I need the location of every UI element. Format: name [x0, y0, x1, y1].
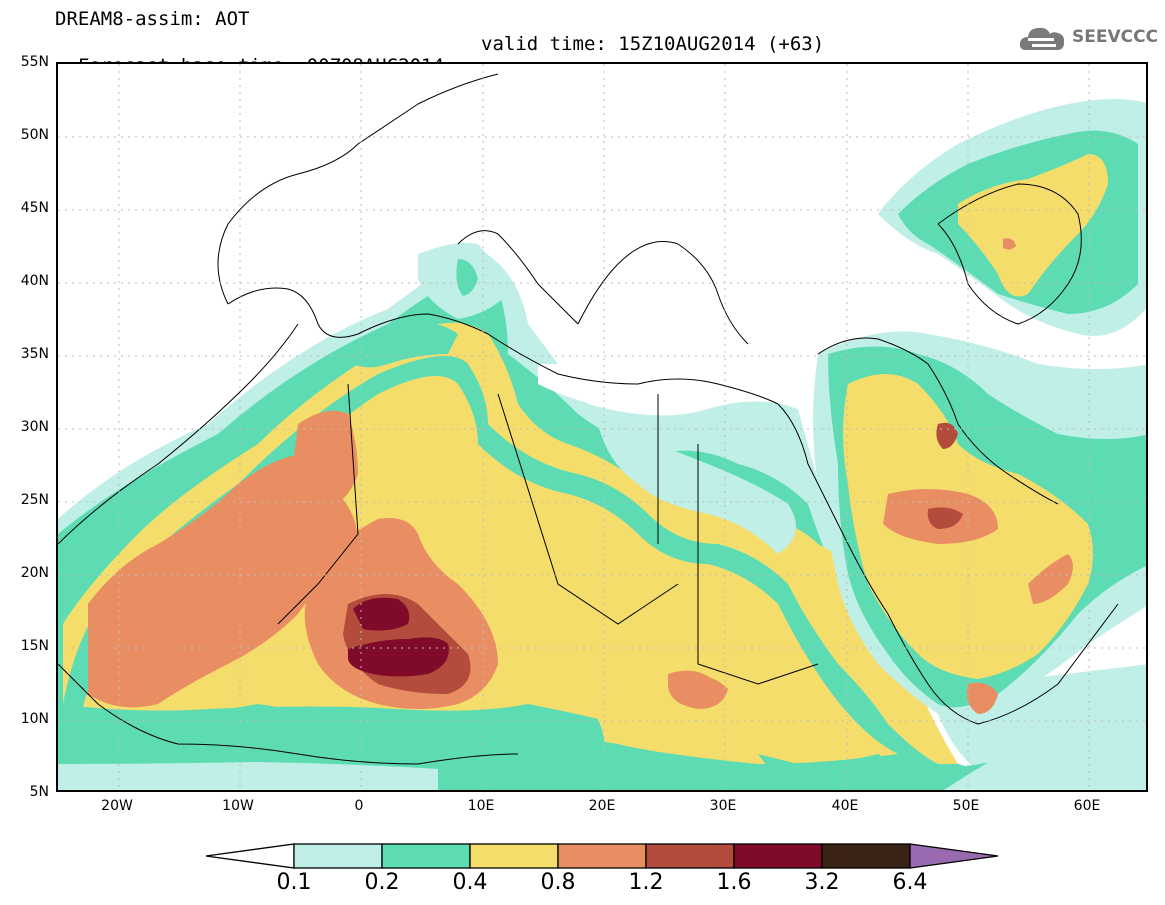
gulf-guinea-light [58, 762, 438, 790]
colorbar-segment [645, 843, 735, 869]
colorbar-label: 0.1 [276, 870, 312, 895]
colorbar-segment [733, 843, 823, 869]
coastlines [58, 73, 1119, 765]
colorbar-label: 6.4 [892, 870, 928, 895]
ethiopia-teal [758, 754, 916, 790]
colorbar-label: 0.2 [364, 870, 400, 895]
lon-label: 20W [101, 798, 133, 814]
libya-clean [538, 359, 778, 409]
lat-label: 20N [20, 565, 49, 581]
lat-label: 15N [20, 638, 49, 654]
colorbar-segment [909, 843, 999, 869]
lat-label: 50N [20, 127, 49, 143]
arabia-brown [927, 507, 963, 529]
colorbar-label: 1.2 [628, 870, 664, 895]
lat-label: 35N [20, 346, 49, 362]
grid-lines [58, 64, 1146, 790]
colorbar-label: 0.4 [452, 870, 488, 895]
egypt-light [598, 424, 796, 554]
lon-label: 50E [952, 798, 980, 814]
cloud-icon [1019, 27, 1065, 50]
colorbar-segment [469, 843, 559, 869]
mauritania-orange [88, 454, 358, 708]
lat-label: 40N [20, 273, 49, 289]
colorbar-label: 0.8 [540, 870, 576, 895]
colorbar-label: 1.6 [716, 870, 752, 895]
valid-time: valid time: 15Z10AUG2014 (+63) [481, 33, 825, 55]
oman-orange [1028, 554, 1073, 604]
somalia-light [944, 706, 1146, 790]
algeria-orange [293, 410, 358, 514]
lat-label: 45N [20, 200, 49, 216]
colorbar-segment [293, 843, 383, 869]
lat-label: 5N [29, 784, 49, 800]
colorbar [206, 843, 999, 869]
colorbar-segment [557, 843, 647, 869]
lon-label: 60E [1073, 798, 1101, 814]
map-plot-area [56, 62, 1148, 792]
niger-maroon-1 [353, 597, 410, 631]
sudan-orange [678, 675, 728, 709]
colorbar-segment [206, 843, 295, 869]
lon-label: 0 [354, 798, 364, 814]
colorbar-segment [821, 843, 911, 869]
seevccc-logo: SEEVCCC [1018, 22, 1158, 58]
logo-text: SEEVCCC [1072, 27, 1159, 47]
lon-label: 30E [709, 798, 737, 814]
dust-contour-0.4-yellow [63, 322, 958, 764]
lat-label: 30N [20, 419, 49, 435]
chart-title: DREAM8-assim: AOT [55, 8, 250, 30]
yemen-orange [966, 682, 998, 714]
niger-maroon-2 [348, 637, 449, 677]
lat-label: 25N [20, 492, 49, 508]
lat-label: 10N [20, 711, 49, 727]
colorbar-label: 3.2 [804, 870, 840, 895]
lon-label: 40E [831, 798, 859, 814]
aot-map [58, 64, 1146, 790]
caspian-dot-orange [1003, 238, 1016, 250]
colorbar-segment [381, 843, 471, 869]
caspian-yellow [958, 154, 1108, 297]
lon-label: 10W [222, 798, 254, 814]
lat-label: 55N [20, 54, 49, 70]
lon-label: 20E [588, 798, 616, 814]
sardinia-teal [456, 259, 478, 296]
lon-label: 10E [467, 798, 495, 814]
